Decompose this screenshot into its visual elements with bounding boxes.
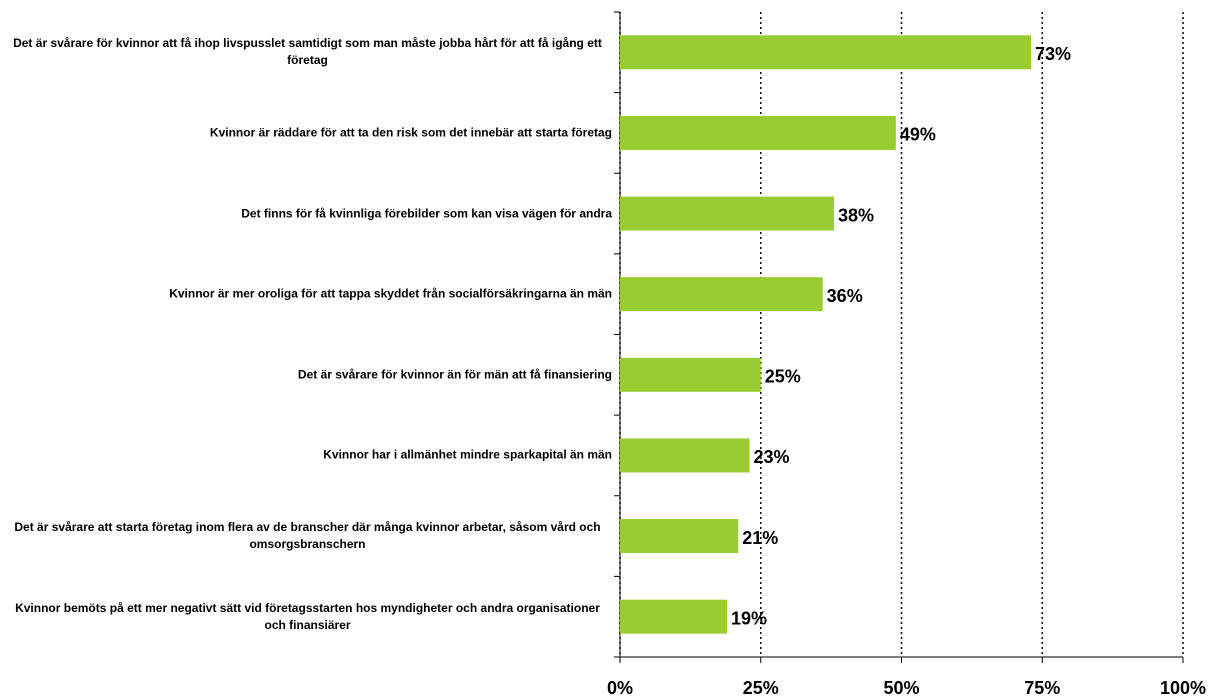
category-label: Det är svårare att starta företag inom f… (14, 520, 601, 552)
bar (620, 519, 739, 554)
category-label: Kvinnor bemöts på ett mer negativt sätt … (15, 600, 600, 632)
data-label: 19% (731, 608, 767, 628)
x-tick-label: 25% (743, 678, 779, 698)
x-tick-label: 75% (1024, 678, 1060, 698)
category-label: Kvinnor är räddare för att ta den risk s… (209, 125, 612, 140)
bar (620, 35, 1031, 70)
category-label: Kvinnor är mer oroliga för att tappa sky… (169, 286, 612, 301)
bar (620, 438, 750, 473)
data-label: 38% (838, 205, 874, 225)
bar (620, 357, 761, 392)
category-label: Det är svårare för kvinnor att få ihop l… (13, 36, 602, 68)
bar (620, 196, 834, 231)
x-tick-label: 100% (1160, 678, 1206, 698)
x-tick-label: 0% (607, 678, 633, 698)
category-label: Kvinnor har i allmänhet mindre sparkapit… (323, 447, 612, 462)
data-label: 21% (742, 528, 778, 548)
data-label: 36% (827, 286, 863, 306)
category-label: Det är svårare för kvinnor än för män at… (297, 367, 612, 382)
category-label: Det finns för få kvinnliga förebilder so… (241, 206, 612, 221)
data-label: 49% (900, 125, 936, 145)
data-label: 23% (753, 447, 789, 467)
data-label: 73% (1035, 44, 1071, 64)
x-tick-label: 50% (883, 678, 919, 698)
bar (620, 277, 823, 312)
data-label: 25% (765, 367, 801, 387)
bar (620, 115, 896, 150)
bar (620, 599, 727, 634)
